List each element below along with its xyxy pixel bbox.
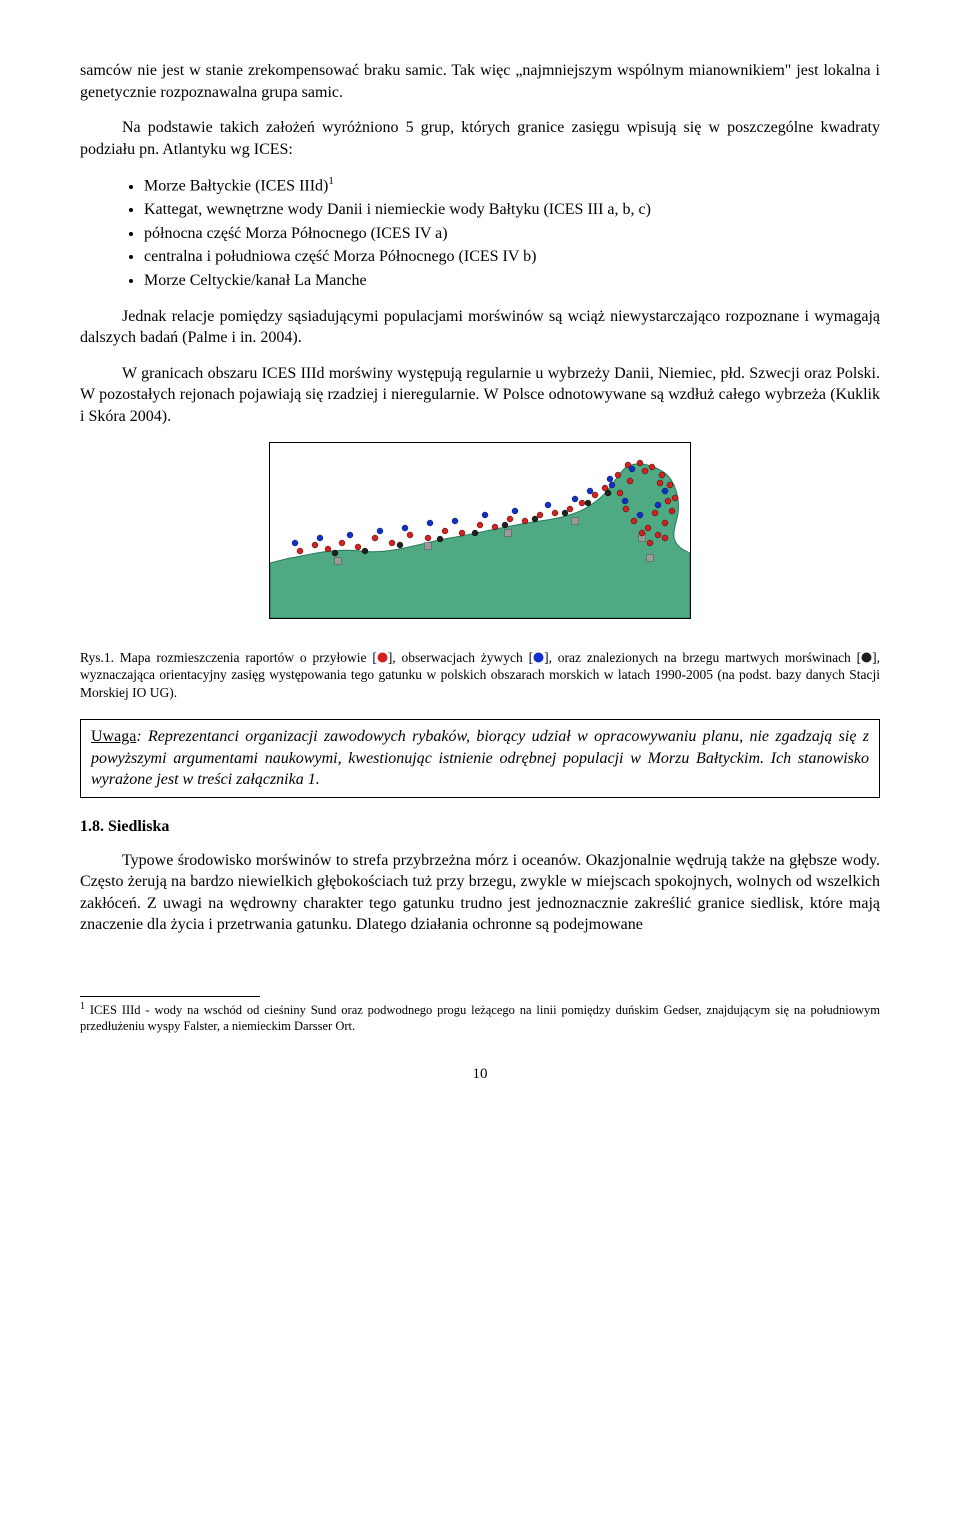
legend-black-dot-icon xyxy=(861,652,872,663)
paragraph-3: Jednak relacje pomiędzy sąsiadującymi po… xyxy=(80,306,880,349)
list-item: północna część Morza Północnego (ICES IV… xyxy=(144,223,880,245)
legend-red-dot-icon xyxy=(377,652,388,663)
caption-text: Rys.1. Mapa rozmieszczenia raportów o pr… xyxy=(80,650,377,665)
paragraph-4: W granicach obszaru ICES IIId morświny w… xyxy=(80,363,880,428)
figure-caption: Rys.1. Mapa rozmieszczenia raportów o pr… xyxy=(80,649,880,702)
footnote-separator xyxy=(80,996,260,997)
bullet-list: Morze Bałtyckie (ICES IIId)1 Kattegat, w… xyxy=(80,174,880,291)
caption-text: ], obserwacjach żywych [ xyxy=(388,650,533,665)
section-heading: 1.8. Siedliska xyxy=(80,816,880,838)
map-figure xyxy=(269,442,691,619)
footnote: 1 ICES IIId - wody na wschód od cieśniny… xyxy=(80,1001,880,1034)
paragraph-5: Typowe środowisko morświnów to strefa pr… xyxy=(80,850,880,936)
paragraph-2: Na podstawie takich założeń wyróżniono 5… xyxy=(80,117,880,160)
footnote-ref: 1 xyxy=(328,175,334,187)
note-box: Uwaga: Reprezentanci organizacji zawodow… xyxy=(80,719,880,798)
list-item: Kattegat, wewnętrzne wody Danii i niemie… xyxy=(144,199,880,221)
paragraph-1: samców nie jest w stanie zrekompensować … xyxy=(80,60,880,103)
list-item: Morze Celtyckie/kanał La Manche xyxy=(144,270,880,292)
list-item-text: Morze Bałtyckie (ICES IIId) xyxy=(144,178,328,195)
caption-text: ], oraz znalezionych na brzegu martwych … xyxy=(544,650,861,665)
list-item: Morze Bałtyckie (ICES IIId)1 xyxy=(144,174,880,197)
legend-blue-dot-icon xyxy=(533,652,544,663)
note-text: : Reprezentanci organizacji zawodowych r… xyxy=(91,728,869,788)
map-svg xyxy=(270,443,690,618)
page-number: 10 xyxy=(80,1064,880,1084)
list-item: centralna i południowa część Morza Półno… xyxy=(144,246,880,268)
note-label: Uwaga xyxy=(91,728,136,745)
footnote-text: ICES IIId - wody na wschód od cieśniny S… xyxy=(80,1003,880,1033)
